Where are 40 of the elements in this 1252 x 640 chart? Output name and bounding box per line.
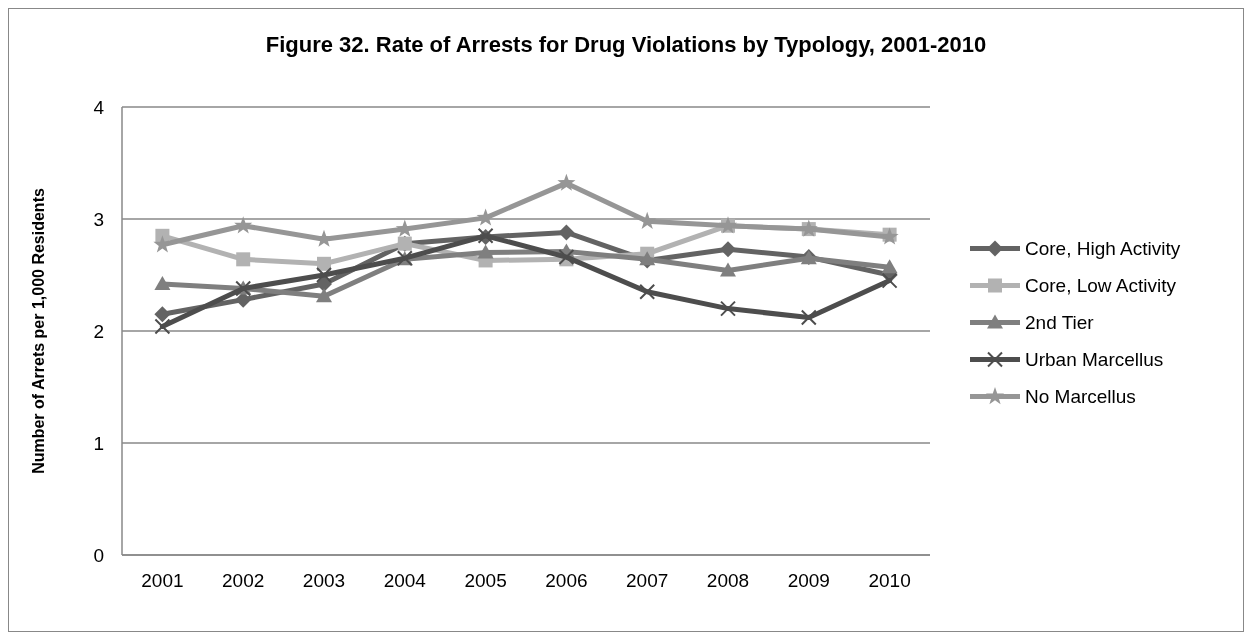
point — [720, 262, 736, 277]
point — [639, 283, 656, 300]
x-tick-label: 2002 — [222, 570, 265, 591]
x-tick-label: 2006 — [545, 570, 588, 591]
legend-label: No Marcellus — [1025, 386, 1136, 408]
point — [236, 252, 251, 267]
point — [477, 244, 494, 259]
point — [317, 256, 331, 271]
point — [800, 309, 817, 326]
x-tick-label: 2007 — [626, 570, 669, 591]
y-tick-label: 1 — [93, 432, 104, 454]
x-tick-label: 2008 — [706, 570, 750, 591]
y-tick-label: 0 — [93, 544, 104, 566]
y-axis-title: Number of Arrets per 1,000 Residents — [30, 188, 47, 474]
x-tick-label: 2003 — [302, 570, 346, 591]
point — [881, 272, 898, 289]
x-tick-label: 2009 — [787, 570, 830, 591]
y-tick-label: 2 — [93, 320, 104, 342]
x-tick-label: 2010 — [868, 570, 911, 591]
point — [557, 173, 576, 191]
legend-label: Core, Low Activity — [1025, 275, 1177, 297]
point — [558, 224, 575, 241]
point — [154, 306, 171, 323]
point — [154, 275, 171, 290]
x-tick-label: 2005 — [464, 570, 507, 591]
point — [720, 300, 736, 317]
point — [234, 216, 253, 234]
point — [316, 267, 332, 283]
legend-label: Core, High Activity — [1025, 238, 1181, 260]
point — [720, 241, 736, 258]
legend-label: Urban Marcellus — [1025, 349, 1164, 371]
point — [154, 318, 171, 335]
point — [316, 288, 332, 303]
x-tick-label: 2001 — [141, 570, 184, 591]
legend-label: 2nd Tier — [1025, 312, 1095, 334]
y-tick-label: 4 — [93, 96, 105, 118]
chart-title: Figure 32. Rate of Arrests for Drug Violations by Typology, 2001-2010 — [265, 32, 987, 57]
x-tick-label: 2004 — [383, 570, 427, 591]
y-tick-label: 3 — [93, 208, 104, 230]
point — [881, 259, 898, 274]
